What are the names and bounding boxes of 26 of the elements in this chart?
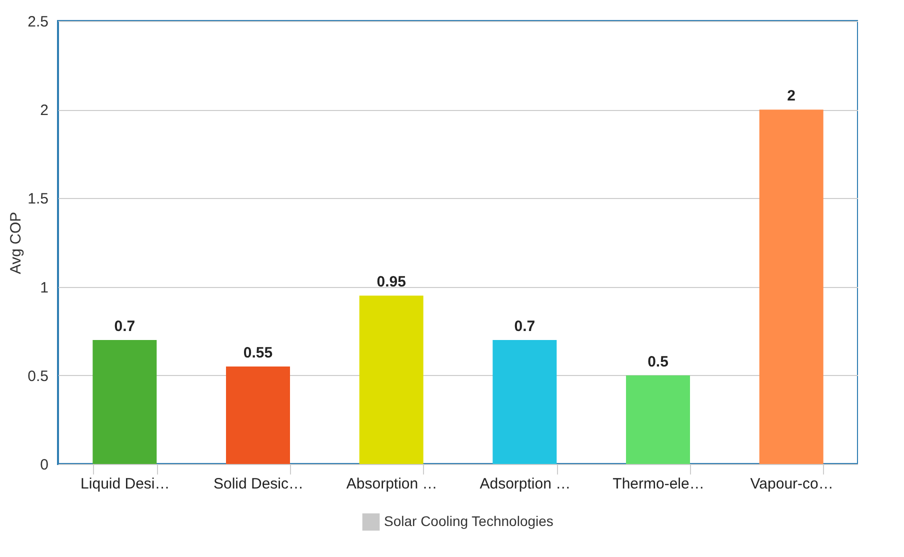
y-tick-label: 2.5 (28, 14, 48, 30)
bar (759, 110, 824, 464)
x-tick-label: Vapour-co… (750, 476, 834, 492)
text: Solar Cooling Technologies (384, 513, 554, 529)
x-tick-label: Solid Desic… (213, 476, 304, 492)
x-tick-label: Thermo-ele… (612, 476, 704, 492)
data-label: 0.95 (376, 274, 406, 291)
bar (359, 296, 424, 464)
y-tick-label: 2 (40, 102, 48, 120)
bar (492, 340, 557, 464)
y-tick-label: 0 (40, 456, 48, 474)
x-tick-label: Absorption … (346, 476, 438, 492)
data-label: 0.7 (514, 318, 536, 335)
y-tick-label: 1.5 (28, 190, 48, 208)
bar (92, 340, 157, 464)
data-label: 0.55 (243, 344, 273, 362)
y-tick-label: 0.5 (28, 368, 48, 385)
data-label: 0.7 (114, 318, 136, 335)
y-tick-label: 1 (40, 279, 48, 296)
data-label: 0.5 (648, 353, 668, 370)
bar (226, 366, 290, 464)
x-tick-label: Adsorption … (480, 476, 571, 492)
data-label: 2 (787, 88, 796, 105)
x-tick-label: Liquid Desi… (80, 476, 170, 492)
y-axis-title: Avg COP (8, 212, 25, 274)
bar (626, 375, 690, 464)
